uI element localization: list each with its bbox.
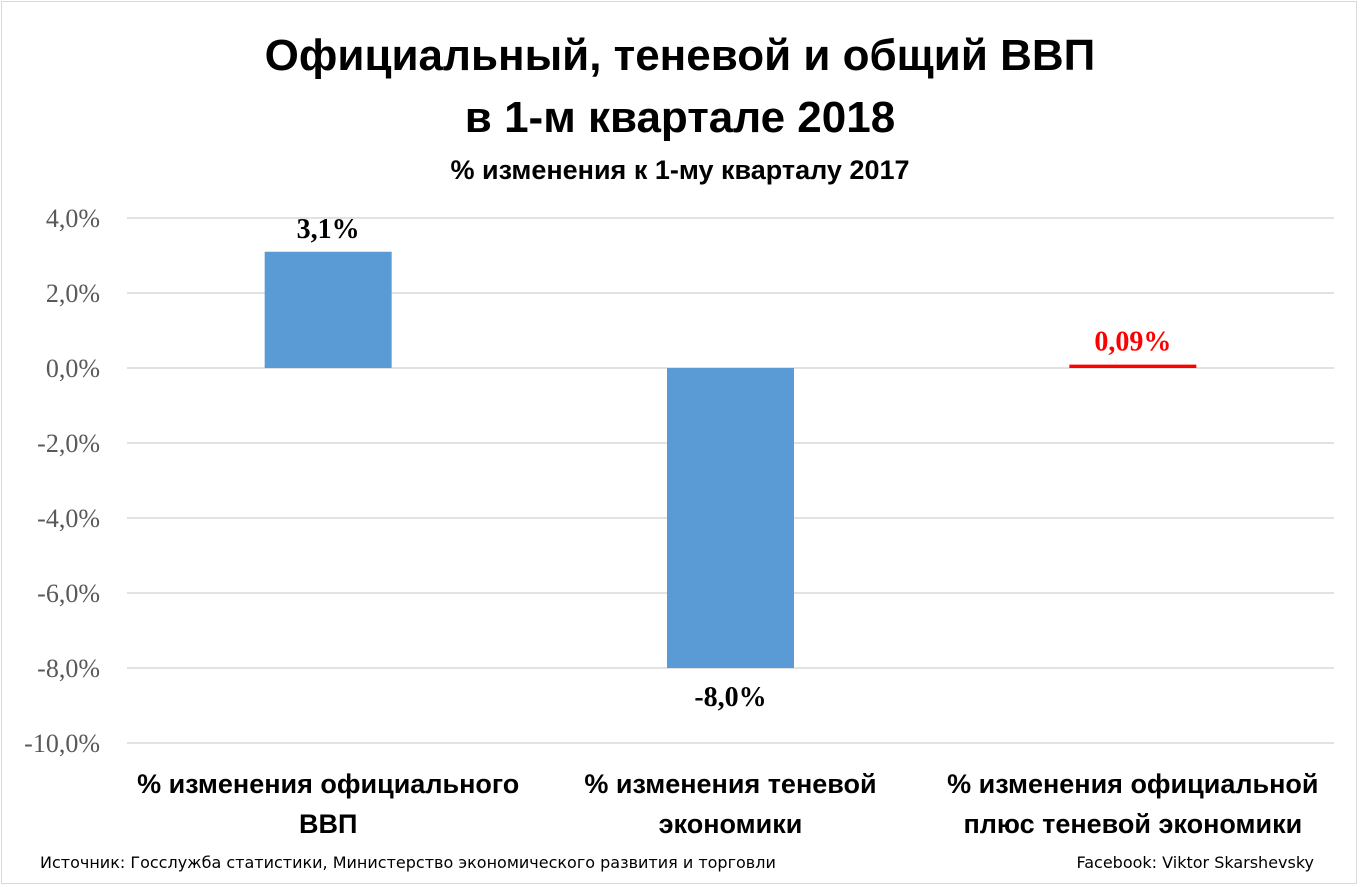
y-tick-label: 4,0% [46,204,100,233]
chart-title-line1: Официальный, теневой и общий ВВП [264,31,1096,80]
author-credit: Facebook: Viktor Skarshevsky [1076,853,1315,872]
y-tick-label: 0,0% [46,354,100,383]
data-label: 3,1% [297,214,360,245]
x-category-label: экономики [659,809,803,839]
x-category-label: плюс теневой экономики [963,809,1302,839]
x-category-label: ВВП [299,809,357,839]
y-tick-label: -8,0% [37,654,100,683]
chart-subtitle: % изменения к 1-му кварталу 2017 [450,155,910,185]
y-tick-label: -6,0% [37,579,100,608]
bars [264,251,1197,668]
x-category-label: % изменения теневой [584,769,876,799]
chart-title-line2: в 1-м квартале 2018 [464,93,896,142]
data-label: 0,09% [1094,327,1171,358]
source-note: Источник: Госслужба статистики, Министер… [40,853,776,872]
data-labels: 3,1% -8,0% 0,09% [297,214,1172,713]
x-axis-categories: % изменения официального ВВП % изменения т… [137,769,1318,839]
bar [1069,364,1197,368]
data-label: -8,0% [694,682,766,713]
y-tick-label: 2,0% [46,279,100,308]
y-tick-label: -4,0% [37,504,100,533]
y-tick-label: -2,0% [37,429,100,458]
y-axis-ticks: 4,0% 2,0% 0,0% -2,0% -4,0% -6,0% -8,0% -10,0% [24,204,100,758]
x-category-label: % изменения официальной [947,769,1318,799]
bar [667,368,794,668]
y-tick-label: -10,0% [24,729,100,758]
x-category-label: % изменения официального [137,769,519,799]
bar [264,251,392,368]
